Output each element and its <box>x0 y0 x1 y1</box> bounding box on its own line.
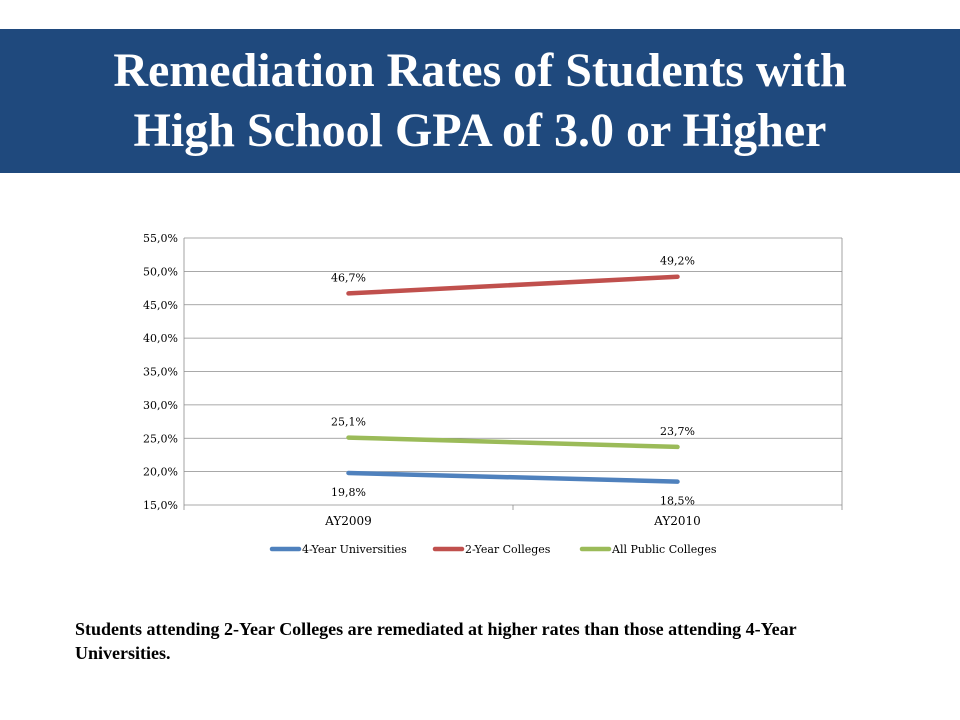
y-tick-label: 40,0% <box>143 332 178 345</box>
x-tick-label: AY2009 <box>324 514 372 528</box>
y-tick-label: 25,0% <box>143 432 178 445</box>
data-label: 49,2% <box>660 255 695 268</box>
legend-label: All Public Colleges <box>611 543 717 556</box>
chart-container: 15,0% 20,0% 25,0% 30,0% 35,0% 40,0% 45,0% 50,0%… <box>100 220 860 570</box>
y-tick-label: 15,0% <box>143 499 178 512</box>
line-chart: 15,0% 20,0% 25,0% 30,0% 35,0% 40,0% 45,0% 50,0%… <box>143 232 843 556</box>
slide-caption: Students attending 2-Year Colleges are r… <box>75 619 797 663</box>
y-tick-label: 20,0% <box>143 466 178 479</box>
data-label: 25,1% <box>331 416 366 429</box>
title-bar: Remediation Rates of Students with High … <box>0 29 960 173</box>
series-line <box>346 470 680 484</box>
y-tick-label: 35,0% <box>143 366 178 379</box>
series-line <box>346 435 680 450</box>
data-label: 23,7% <box>660 425 695 438</box>
x-tick-label: AY2010 <box>653 514 701 528</box>
y-tick-label: 30,0% <box>143 399 178 412</box>
data-label: 19,8% <box>331 486 366 499</box>
y-tick-label: 55,0% <box>143 232 178 245</box>
legend-label: 4-Year Universities <box>302 543 407 556</box>
y-tick-label: 50,0% <box>143 265 178 278</box>
data-label: 18,5% <box>660 495 695 508</box>
data-label: 46,7% <box>331 271 366 284</box>
y-tick-label: 45,0% <box>143 299 178 312</box>
legend-label: 2-Year Colleges <box>465 543 551 556</box>
series-line <box>346 274 680 296</box>
slide-title: Remediation Rates of Students with High … <box>113 44 847 157</box>
